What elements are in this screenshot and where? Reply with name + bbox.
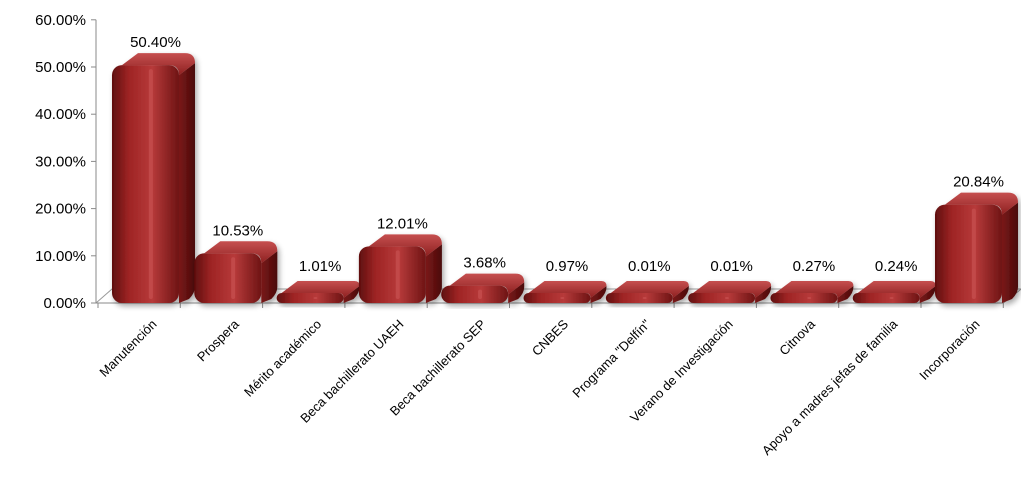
category-label: Beca bachillerato SEP [387, 317, 489, 419]
bar-highlight [478, 289, 483, 299]
bar-top [122, 53, 195, 76]
bar-side [343, 286, 360, 303]
data-label: 12.01% [377, 215, 428, 232]
bar-front [441, 285, 509, 303]
bar-highlight [560, 297, 565, 299]
bar-side [261, 251, 278, 303]
data-label: 1.01% [299, 258, 342, 275]
category-label: Apoyo a madres jefas de familia [759, 316, 901, 458]
y-tick-label: 10.00% [35, 248, 86, 265]
y-axis: 0.00% 10.00% 20.00% 30.00% 40.00% 50.00% 60.00… [35, 12, 1004, 312]
bar-top [945, 192, 1018, 215]
bar-highlight [313, 297, 318, 299]
bar [688, 281, 772, 303]
data-label: 3.68% [463, 255, 506, 272]
bars [112, 53, 1018, 303]
bar-front [688, 293, 756, 303]
bar-front [523, 293, 591, 303]
bar [770, 281, 854, 303]
bar-top [449, 273, 525, 295]
bar-front [194, 253, 262, 303]
bar [852, 281, 936, 303]
data-label: 10.53% [212, 222, 263, 239]
bar-front [770, 293, 838, 303]
data-label: 0.24% [875, 258, 918, 275]
bar-front [935, 204, 1002, 303]
bar-highlight [231, 257, 236, 299]
y-tick-label: 40.00% [35, 106, 86, 123]
bar-front [112, 65, 179, 303]
y-tick-label: 50.00% [35, 59, 86, 76]
data-label: 0.27% [793, 258, 836, 275]
x-axis-labels: Manutención Prospera Mérito académico Beca … [96, 316, 982, 458]
data-label: 0.01% [628, 258, 671, 275]
bar [441, 273, 525, 303]
category-label: Prospera [194, 316, 242, 364]
bar-side [590, 286, 607, 303]
y-tick-label: 60.00% [35, 12, 86, 29]
bar-top [610, 281, 689, 298]
category-label: Citnova [776, 316, 818, 358]
bar-highlight [724, 297, 729, 299]
bar-highlight [395, 250, 400, 299]
bar-side [919, 286, 936, 303]
bar-top [204, 241, 278, 264]
bar [194, 241, 278, 303]
category-label: Incorporación [916, 317, 982, 383]
bar-side [179, 63, 195, 303]
bar [605, 281, 689, 303]
bar-highlight [971, 208, 976, 299]
bar-top [281, 281, 360, 298]
category-label: Mérito académico [241, 317, 324, 400]
bar [358, 234, 442, 303]
bar-side [425, 244, 442, 303]
bar-side [508, 282, 525, 303]
bar-highlight [889, 297, 894, 299]
bar [112, 53, 195, 303]
bar [935, 192, 1018, 303]
bar-front [276, 293, 344, 303]
y-tick-label: 30.00% [35, 153, 86, 170]
data-label: 50.40% [130, 34, 181, 51]
bar-front [605, 293, 673, 303]
bar-front [852, 293, 920, 303]
data-label: 0.97% [546, 258, 589, 275]
bar-top [528, 281, 607, 298]
data-labels: 50.40% 10.53% 1.01% 12.01% 3.68% 0.97% 0.01% 0.… [130, 34, 1004, 275]
bar-side [837, 286, 854, 303]
category-label: CNBES [529, 316, 572, 359]
data-label: 20.84% [953, 174, 1004, 191]
category-label: Manutención [96, 317, 159, 380]
bar-highlight [807, 297, 812, 299]
bar-side [1002, 202, 1018, 303]
bar-highlight [642, 297, 647, 299]
bar-highlight [148, 69, 153, 299]
bar-side [672, 286, 689, 303]
data-label: 0.01% [710, 258, 753, 275]
y-tick-label: 0.00% [43, 295, 86, 312]
bar-side [755, 286, 772, 303]
bar-top [775, 281, 854, 298]
bar-top [368, 234, 442, 257]
y-tick-label: 20.00% [35, 201, 86, 218]
bar-top [857, 281, 936, 298]
bar-top [693, 281, 772, 298]
bar [276, 281, 360, 303]
bar-front [358, 246, 426, 303]
bar [523, 281, 607, 303]
category-label: Programa "Delfín" [569, 316, 653, 400]
